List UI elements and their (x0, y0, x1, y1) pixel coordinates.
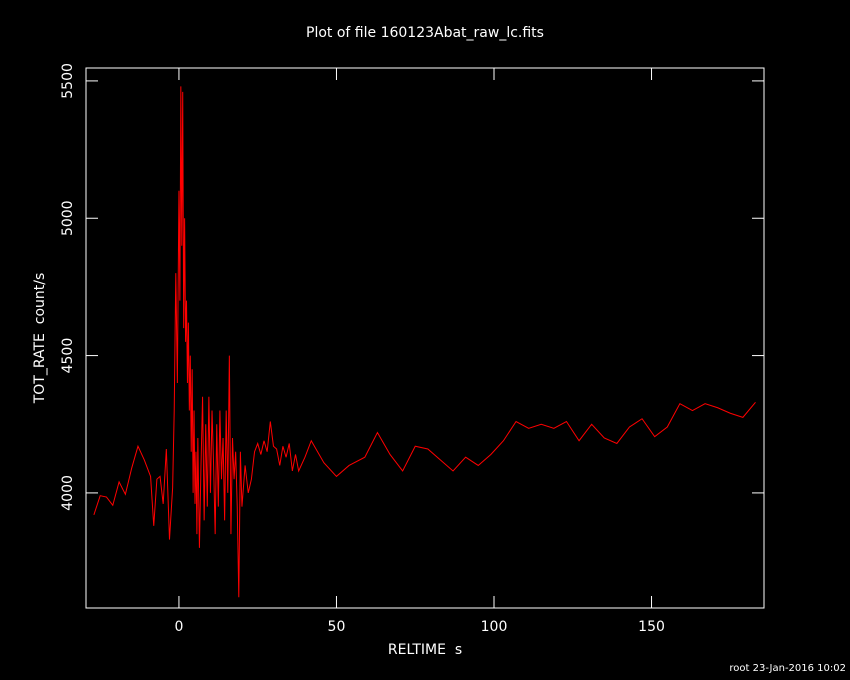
y-tick-label: 5500 (60, 63, 76, 99)
x-tick-label: 100 (481, 619, 508, 635)
x-axis-label: RELTIME s (388, 642, 462, 658)
x-tick-label: 150 (638, 619, 665, 635)
footer: root 23-Jan-2016 10:02 (729, 663, 846, 674)
y-axis-label: TOT_RATE count/s (32, 273, 48, 405)
y-tick-label: 4000 (60, 475, 76, 511)
x-tick-label: 50 (328, 619, 346, 635)
data-line (93, 86, 756, 598)
y-tick-label: 4500 (60, 338, 76, 374)
x-tick-label: 0 (174, 619, 183, 635)
plot-frame (85, 67, 765, 609)
chart-title: Plot of file 160123Abat_raw_lc.fits (306, 25, 544, 41)
y-tick-label: 5000 (60, 200, 76, 236)
